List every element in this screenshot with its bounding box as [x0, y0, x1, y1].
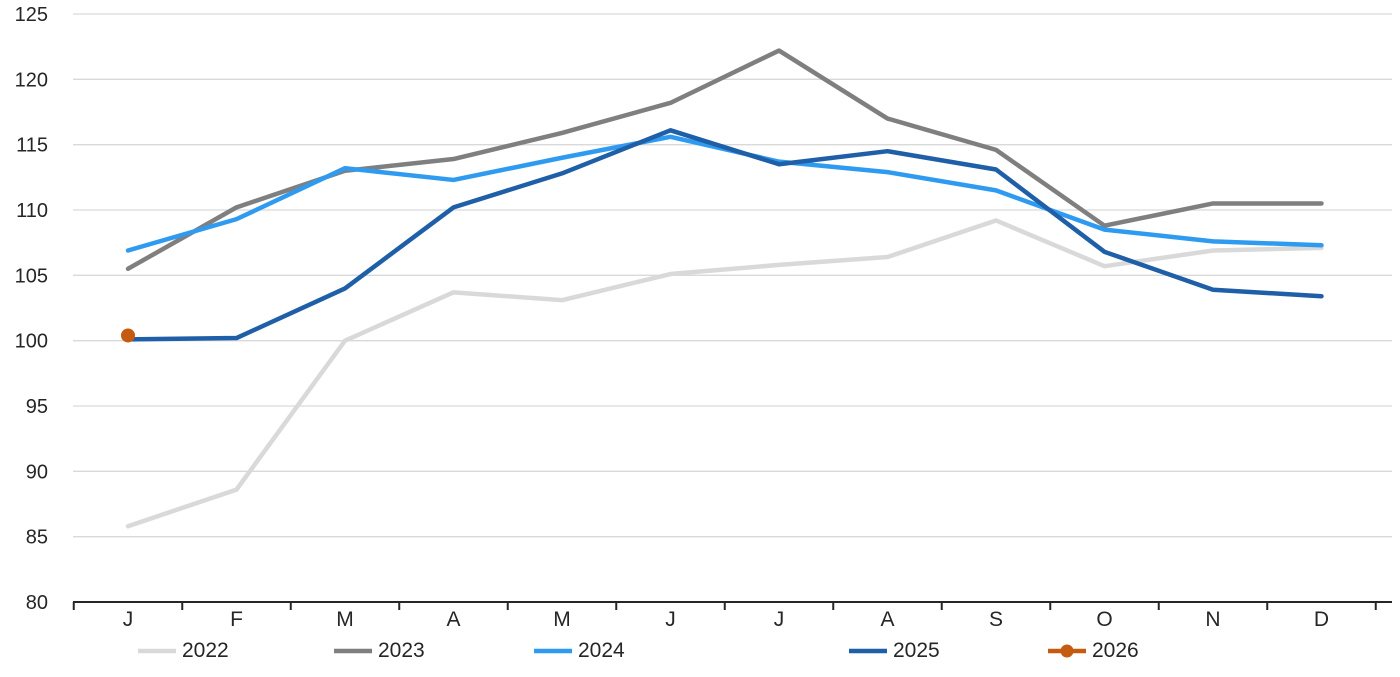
series-line-2022 [125, 218, 1324, 529]
legend-swatch-2024 [534, 648, 572, 654]
series-line-2025 [125, 128, 1324, 342]
series-line-2023 [125, 48, 1324, 272]
x-tick-label: A [880, 608, 894, 631]
x-tick-label: J [123, 608, 134, 631]
x-tick-label: D [1314, 608, 1329, 631]
legend: 2022 2023 2024 2025 2026 [0, 634, 1400, 674]
x-tick-label: M [336, 608, 354, 631]
x-tick-label: J [665, 608, 676, 631]
y-tick-label: 120 [15, 69, 48, 91]
legend-item-2022: 2022 [137, 634, 229, 668]
legend-label-2024: 2024 [578, 639, 625, 662]
x-tick-label: S [989, 608, 1003, 631]
x-tick-label: F [230, 608, 243, 631]
y-tick-label: 125 [15, 4, 48, 26]
legend-label-2026: 2026 [1092, 639, 1139, 662]
x-tick-label: J [774, 608, 785, 631]
y-tick-label: 105 [15, 265, 48, 287]
y-tick-label: 95 [26, 396, 48, 418]
legend-swatch-2026 [1048, 644, 1086, 658]
x-tick-label: N [1205, 608, 1220, 631]
legend-item-2025: 2025 [848, 634, 940, 668]
legend-item-2026: 2026 [1047, 634, 1139, 668]
legend-item-2023: 2023 [333, 634, 425, 668]
x-tick-label: O [1096, 608, 1112, 631]
legend-item-2024: 2024 [533, 634, 625, 668]
legend-label-2025: 2025 [893, 639, 940, 662]
y-tick-label: 90 [26, 461, 48, 483]
series-marker-2026 [121, 328, 135, 343]
y-tick-label: 115 [16, 135, 48, 157]
y-tick-label: 85 [26, 527, 48, 549]
legend-swatch-2023 [334, 648, 372, 654]
legend-swatch-2022 [138, 648, 176, 654]
x-tick-label: A [446, 608, 460, 631]
legend-swatch-2025 [849, 648, 887, 654]
series-line-2024 [125, 134, 1324, 253]
x-tick-label: M [553, 608, 571, 631]
legend-label-2022: 2022 [182, 639, 229, 662]
legend-label-2023: 2023 [378, 639, 425, 662]
y-tick-label: 110 [16, 200, 48, 222]
y-tick-label: 100 [15, 331, 48, 353]
y-tick-label: 80 [26, 592, 48, 614]
